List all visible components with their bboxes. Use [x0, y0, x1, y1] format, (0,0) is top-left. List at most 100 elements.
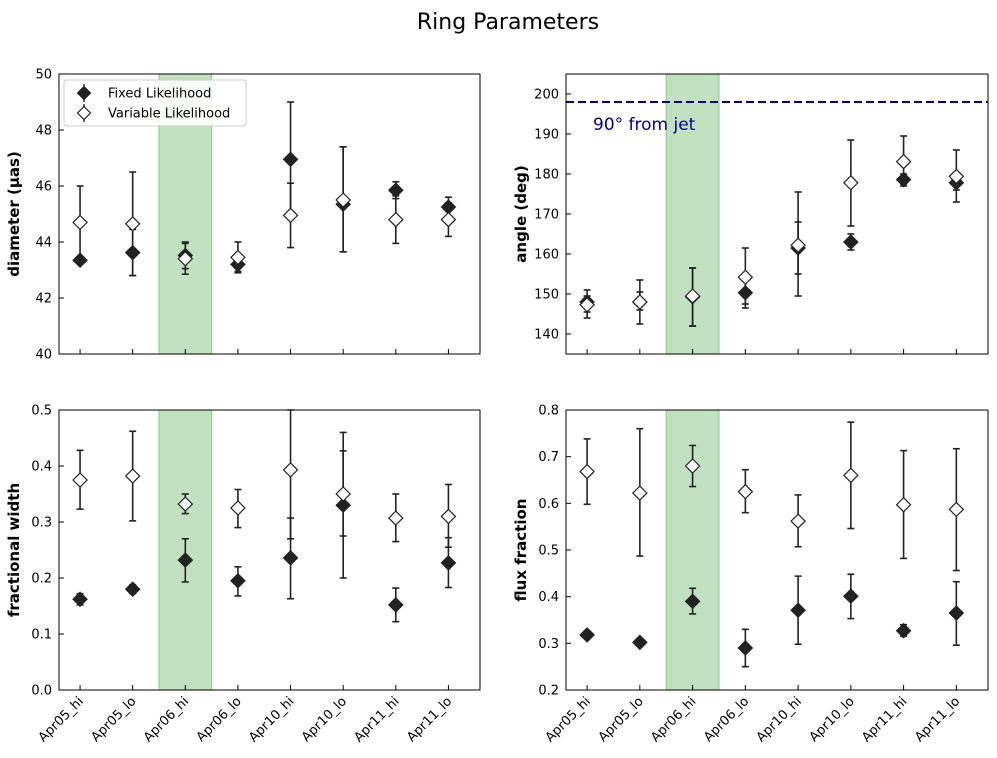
y-tick-label: 44 [35, 236, 52, 251]
data-point-variable [124, 215, 141, 232]
y-axis-label: flux fraction [512, 499, 530, 602]
x-tick-label: Apr10_lo [807, 694, 858, 745]
y-tick-label: 0.5 [31, 404, 52, 419]
data-point-fixed [387, 597, 404, 613]
data-point-fixed [72, 252, 88, 269]
y-axis-label: diameter (μas) [5, 151, 23, 277]
data-point-variable [579, 296, 595, 313]
data-point-variable [737, 269, 754, 286]
y-axis-label: fractional width [5, 483, 23, 617]
data-point-fixed [177, 552, 194, 568]
legend-label: Fixed Likelihood [108, 87, 211, 102]
data-point-variable [124, 468, 141, 484]
data-point-variable [895, 153, 912, 170]
y-tick-label: 0.5 [538, 544, 559, 559]
legend-marker-variable [76, 105, 92, 121]
y-tick-label: 40 [35, 348, 52, 363]
y-tick-label: 48 [35, 124, 52, 139]
y-tick-label: 0.8 [538, 404, 559, 419]
data-point-variable [895, 496, 912, 513]
series-variable-likelihood [579, 135, 965, 327]
axes-frame [565, 409, 989, 691]
x-tick-label: Apr11_lo [404, 694, 455, 745]
data-point-variable [684, 288, 701, 304]
x-tick-label: Apr06_lo [194, 694, 245, 745]
data-point-fixed [282, 151, 299, 168]
y-tick-label: 0.7 [538, 450, 559, 465]
axes-frame [58, 73, 481, 355]
data-point-fixed [737, 640, 754, 656]
series-fixed-likelihood [72, 101, 457, 277]
data-point-variable [282, 462, 299, 478]
series-variable-likelihood [72, 146, 457, 277]
data-point-variable [177, 496, 194, 512]
x-tick-label: Apr10_hi [754, 694, 805, 745]
data-point-fixed [843, 588, 859, 605]
data-point-fixed [230, 572, 246, 589]
data-point-fixed [440, 555, 457, 571]
series-fixed-likelihood [72, 431, 457, 623]
series-variable-likelihood [579, 421, 965, 572]
y-tick-label: 0.6 [538, 497, 559, 512]
y-tick-label: 42 [35, 292, 52, 307]
y-tick-label: 0.4 [538, 590, 559, 605]
data-point-variable [948, 501, 965, 518]
x-tick-label: Apr06_hi [141, 694, 192, 745]
data-point-variable [632, 485, 648, 501]
y-tick-label: 0.2 [31, 572, 52, 587]
data-point-variable [387, 510, 404, 526]
legend: Fixed Likelihood Variable Likelihood [63, 79, 247, 127]
panel-2: 90° from jet 140 150 160 170 180 190 200 angle (… [512, 73, 989, 355]
y-tick-label: 150 [534, 288, 559, 303]
x-tick-label: Apr05_lo [89, 694, 140, 745]
y-tick-label: 0.1 [31, 628, 52, 643]
y-tick-label: 0.0 [31, 684, 52, 699]
data-point-variable [335, 192, 352, 208]
reference-line-label: 90° from jet [593, 115, 696, 135]
data-point-fixed [790, 602, 806, 619]
data-point-variable [72, 472, 88, 488]
series-fixed-likelihood [579, 573, 965, 668]
data-point-variable [230, 500, 246, 516]
x-tick-label: Apr06_hi [648, 694, 699, 745]
data-point-variable [790, 513, 806, 529]
x-tick-label: Apr05_hi [36, 694, 87, 745]
data-point-fixed [72, 591, 88, 608]
axes-frame [58, 409, 481, 691]
panel-3: 0.0 0.1 0.2 0.3 0.4 0.5 fractional width Apr05_… [5, 404, 481, 745]
y-tick-label: 200 [534, 88, 559, 103]
data-point-variable [579, 463, 595, 480]
data-point-fixed [895, 622, 912, 639]
data-point-variable [440, 211, 457, 228]
data-point-variable [632, 294, 648, 310]
x-tick-label: Apr11_lo [912, 694, 963, 745]
data-point-variable [790, 237, 806, 254]
x-tick-label: Apr11_hi [859, 694, 910, 745]
data-point-variable [843, 467, 859, 484]
data-point-variable [72, 214, 88, 231]
data-point-variable [335, 486, 352, 502]
legend-label: Variable Likelihood [108, 107, 230, 122]
x-tick-label: Apr10_hi [246, 694, 297, 745]
y-axis-label: angle (deg) [512, 165, 530, 262]
y-tick-label: 50 [35, 68, 52, 83]
y-tick-label: 0.4 [31, 460, 52, 475]
x-tick-label: Apr05_lo [596, 694, 647, 745]
legend-box [63, 79, 247, 127]
x-tick-label: Apr10_lo [299, 694, 350, 745]
data-point-variable [230, 249, 246, 266]
data-point-fixed [843, 234, 859, 250]
data-point-variable [843, 174, 859, 191]
y-tick-label: 190 [534, 128, 559, 143]
legend-marker-fixed [76, 85, 92, 101]
panel-4: 0.2 0.3 0.4 0.5 0.6 0.7 0.8 flux fraction Apr05_… [512, 404, 989, 745]
panel-1: 40 42 44 46 48 50 diameter (μas) Fixed Likeliho… [5, 68, 481, 363]
data-point-fixed [632, 634, 648, 651]
figure-title: Ring Parameters [417, 10, 599, 35]
data-point-variable [737, 483, 754, 500]
y-tick-label: 0.2 [538, 684, 559, 699]
data-point-variable [948, 168, 965, 185]
y-tick-label: 0.3 [538, 637, 559, 652]
data-point-fixed [579, 627, 595, 643]
